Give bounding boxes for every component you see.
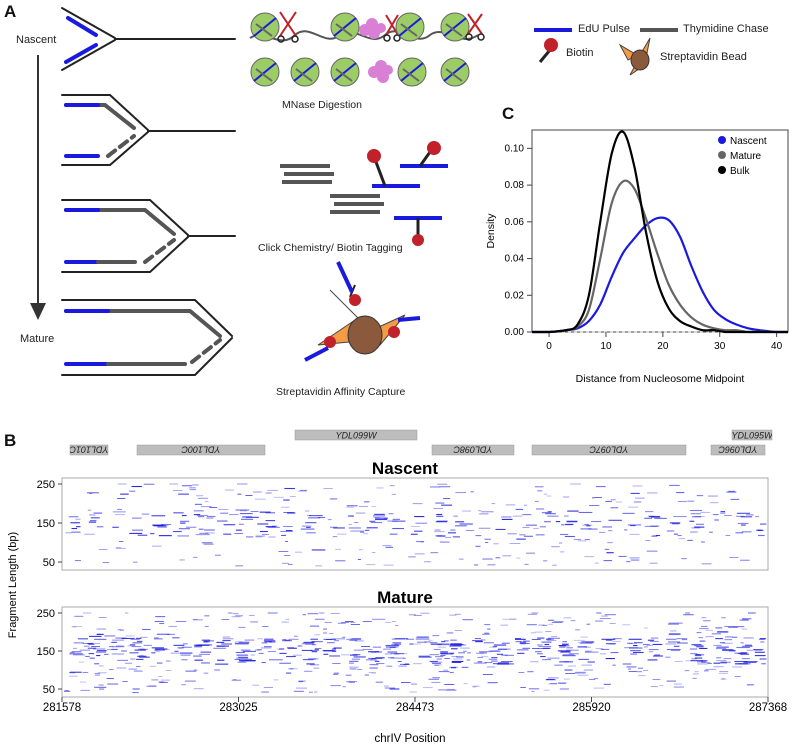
fragment-dashes-mature <box>64 612 767 694</box>
heatmap-mature <box>61 606 769 698</box>
scissors-icon <box>383 14 401 42</box>
y-tick-label: 50 <box>43 684 55 696</box>
legend-marker-bulk <box>718 166 726 174</box>
gene-box-ydl101c <box>69 444 109 456</box>
maturation-arrow <box>30 55 46 320</box>
click-chemistry-fragments <box>280 141 448 246</box>
caption-mnase: MNase Digestion <box>282 99 362 111</box>
legend-bead-label: Streptavidin Bead <box>660 51 747 63</box>
nucleosome-icon <box>290 57 320 87</box>
nucleosome-icon <box>330 57 360 87</box>
nucleosome-icon <box>395 12 425 42</box>
heatmap-nascent <box>61 477 769 571</box>
gene-label: YDL095W <box>731 431 774 441</box>
x-tick-label: 30 <box>714 341 726 352</box>
x-tick-label: 0 <box>546 341 552 352</box>
gene-label: YDL101C <box>69 445 109 455</box>
replication-fork-3 <box>61 199 236 273</box>
gene-label: YDL097C <box>589 445 629 455</box>
nucleosome-icon <box>250 57 280 87</box>
biotin-icon <box>367 149 387 187</box>
gene-box-ydl097c <box>531 444 687 456</box>
x-tick-label: 287368 <box>749 702 787 714</box>
y-tick-label: 0.00 <box>505 327 525 338</box>
x-tick-label: 284473 <box>396 702 434 714</box>
x-axis-label: Distance from Nucleosome Midpoint <box>576 373 745 385</box>
track-title-nascent: Nascent <box>372 459 438 478</box>
x-tick-label: 285920 <box>572 702 610 714</box>
x-axis-label: chrIV Position <box>375 733 446 745</box>
y-tick-label: 250 <box>37 479 55 491</box>
x-tick-label: 281578 <box>43 702 81 714</box>
gene-box-ydl095w <box>731 429 773 441</box>
y-tick-label: 150 <box>37 518 55 530</box>
y-tick-label: 0.10 <box>505 143 525 154</box>
gene-label: YDL100C <box>181 445 221 455</box>
legend-biotin-icon <box>538 38 558 63</box>
fragment-dashes-nascent <box>65 483 767 567</box>
scissors-icon <box>277 11 299 43</box>
fragment-heatmap-panel: YDL101C YDL100C YDL099W YDL098C YDL097C YDL09… <box>7 429 787 745</box>
legend-marker-nascent <box>718 136 726 144</box>
legend-marker-mature <box>718 151 726 159</box>
density-chart: 0.00 0.02 0.04 0.06 0.08 0.10 0 10 20 30 40 Distanc… <box>485 129 789 385</box>
panel-a-schematic <box>30 7 678 376</box>
panel-b-letter: B <box>4 431 17 450</box>
track-title-mature: Mature <box>377 588 433 607</box>
y-tick-label: 50 <box>43 557 55 569</box>
y-tick-label: 150 <box>37 646 55 658</box>
nascent-label: Nascent <box>16 34 57 46</box>
legend-thymidine-label: Thymidine Chase <box>683 23 769 35</box>
legend-label-mature: Mature <box>730 151 762 162</box>
gene-label: YDL098C <box>453 445 493 455</box>
nucleosome-icon <box>397 57 427 87</box>
legend-label-nascent: Nascent <box>730 136 767 147</box>
replication-fork-nascent <box>61 7 236 71</box>
gene-label: YDL096C <box>718 445 758 455</box>
replication-fork-mature <box>61 299 233 376</box>
series-line-mature <box>532 179 788 334</box>
nucleosome-icon <box>330 12 360 42</box>
mnase-enzyme-icon <box>359 18 386 39</box>
x-tick-label: 20 <box>657 341 669 352</box>
legend-label-bulk: Bulk <box>730 166 750 177</box>
nucleosome-icon <box>250 12 280 42</box>
streptavidin-bead-capture <box>304 261 421 362</box>
caption-click-chemistry: Click Chemistry/ Biotin Tagging <box>258 242 403 254</box>
gene-box-ydl098c <box>431 444 515 456</box>
replication-fork-2 <box>61 94 236 166</box>
biotin-icon <box>418 141 441 167</box>
nucleosome-icon <box>440 57 470 87</box>
x-tick-label: 10 <box>600 341 612 352</box>
biotin-icon <box>412 218 424 246</box>
y-tick-label: 250 <box>37 608 55 620</box>
mature-label: Mature <box>20 333 55 345</box>
gene-box-ydl096c <box>710 444 766 456</box>
x-tick-label: 283025 <box>219 702 257 714</box>
mnase-nucleosome-row-2 <box>250 57 470 87</box>
series-line-bulk <box>532 130 788 334</box>
legend-bead-icon <box>618 37 651 76</box>
mnase-enzyme-icon <box>368 60 393 83</box>
legend-edu-label: EdU Pulse <box>578 23 630 35</box>
y-axis-label: Density <box>485 213 497 249</box>
gene-label: YDL099W <box>335 431 378 441</box>
x-tick-label: 40 <box>771 341 783 352</box>
y-axis-label: Fragment Length (bp) <box>7 532 19 638</box>
nucleosome-icon <box>440 12 470 42</box>
panel-c-letter: C <box>502 104 515 123</box>
gene-box-ydl100c <box>136 444 266 456</box>
series-line-nascent <box>532 216 788 334</box>
y-tick-label: 0.02 <box>505 290 525 301</box>
gene-box-ydl099w <box>294 429 418 441</box>
caption-streptavidin: Streptavidin Affinity Capture <box>276 386 406 398</box>
scissors-icon <box>465 13 485 41</box>
legend-biotin-label: Biotin <box>566 47 594 59</box>
mnase-nucleosome-row-1 <box>249 11 485 43</box>
panel-a-letter: A <box>4 2 17 21</box>
y-tick-label: 0.08 <box>505 180 525 191</box>
y-tick-label: 0.04 <box>505 254 525 265</box>
y-tick-label: 0.06 <box>505 217 525 228</box>
